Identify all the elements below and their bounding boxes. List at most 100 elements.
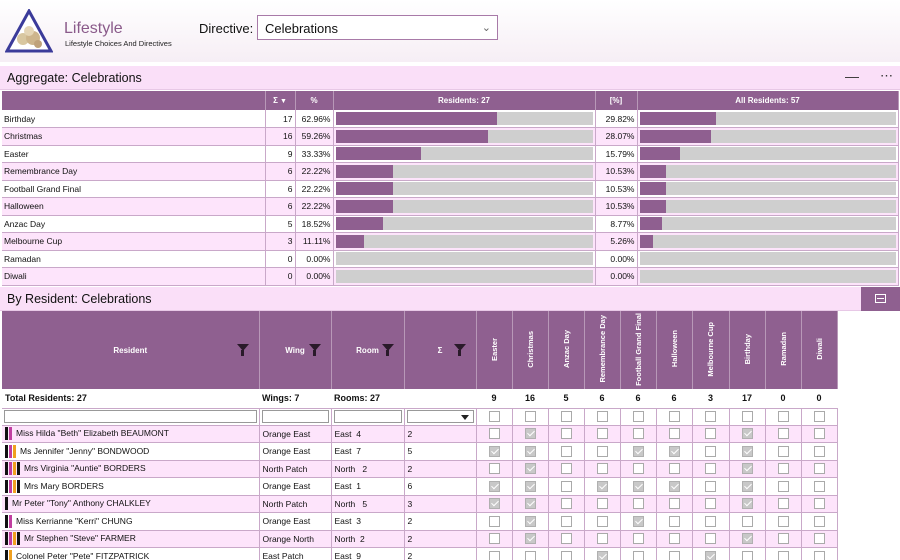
celebration-checkbox[interactable] <box>813 445 825 457</box>
resident-row[interactable]: Miss Kerrianne "Kerri" CHUNG Orange East E… <box>2 512 838 531</box>
celebration-checkbox[interactable] <box>668 428 680 440</box>
celebration-checkbox[interactable] <box>705 445 716 457</box>
aggregate-col-sum[interactable]: Σ ▼ <box>265 91 296 110</box>
celebration-checkbox[interactable] <box>668 480 680 492</box>
resident-filter-input[interactable] <box>4 410 257 423</box>
wing-filter-input[interactable] <box>261 410 329 423</box>
resident-row[interactable]: Mrs Virginia "Auntie" BORDERS North Patch… <box>2 460 838 478</box>
celebration-checkbox[interactable] <box>741 480 753 492</box>
celebration-checkbox[interactable] <box>488 533 500 545</box>
celebration-checkbox[interactable] <box>524 550 536 560</box>
celebration-checkbox[interactable] <box>705 463 716 475</box>
resident-row[interactable]: Mr Stephen "Steve" FARMER Orange North Nor… <box>2 530 838 548</box>
celebration-checkbox[interactable] <box>560 515 572 527</box>
celebration-checkbox[interactable] <box>777 463 789 475</box>
col-resident[interactable]: Resident <box>2 311 260 389</box>
celebration-checkbox[interactable] <box>596 550 608 560</box>
celebration-filter-checkbox[interactable] <box>560 411 572 422</box>
celebration-checkbox[interactable] <box>777 515 789 527</box>
celebration-checkbox[interactable] <box>668 498 680 510</box>
col-room[interactable]: Room <box>331 311 405 389</box>
filter-icon[interactable] <box>381 344 394 356</box>
celebration-checkbox[interactable] <box>632 533 644 545</box>
celebration-checkbox[interactable] <box>560 445 572 457</box>
aggregate-row[interactable]: Birthday 17 62.96% 29.82% <box>2 110 899 128</box>
more-options-icon[interactable]: ⋯ <box>880 68 894 83</box>
celebration-checkbox[interactable] <box>813 498 825 510</box>
celebration-checkbox[interactable] <box>488 428 500 440</box>
col-celebration[interactable]: Halloween <box>656 311 693 389</box>
celebration-checkbox[interactable] <box>560 428 572 440</box>
celebration-filter-checkbox[interactable] <box>524 411 536 422</box>
resident-row[interactable]: Miss Hilda "Beth" Elizabeth BEAUMONT Oran… <box>2 425 838 443</box>
aggregate-col-all-residents[interactable]: All Residents: 57 <box>637 91 899 110</box>
aggregate-col-pct[interactable]: % <box>295 91 334 110</box>
celebration-checkbox[interactable] <box>741 428 753 440</box>
celebration-checkbox[interactable] <box>560 463 572 475</box>
sort-down-icon[interactable]: ▼ <box>279 98 287 105</box>
minimize-icon[interactable]: — <box>845 68 859 84</box>
filter-icon[interactable] <box>453 344 466 356</box>
celebration-checkbox[interactable] <box>632 445 644 457</box>
celebration-checkbox[interactable] <box>813 463 825 475</box>
celebration-checkbox[interactable] <box>524 480 536 492</box>
celebration-checkbox[interactable] <box>668 515 680 527</box>
col-sum[interactable]: Σ <box>404 311 477 389</box>
celebration-checkbox[interactable] <box>524 428 536 440</box>
celebration-checkbox[interactable] <box>524 463 536 475</box>
celebration-checkbox[interactable] <box>632 428 644 440</box>
celebration-checkbox[interactable] <box>741 515 753 527</box>
celebration-checkbox[interactable] <box>560 550 572 560</box>
celebration-checkbox[interactable] <box>741 445 753 457</box>
aggregate-row[interactable]: Remembrance Day 6 22.22% 10.53% <box>2 162 899 181</box>
celebration-checkbox[interactable] <box>813 480 825 492</box>
celebration-checkbox[interactable] <box>668 463 680 475</box>
celebration-checkbox[interactable] <box>741 533 753 545</box>
col-celebration[interactable]: Ramadan <box>765 311 802 389</box>
celebration-checkbox[interactable] <box>560 480 572 492</box>
celebration-filter-checkbox[interactable] <box>668 411 680 422</box>
celebration-checkbox[interactable] <box>777 428 789 440</box>
aggregate-row[interactable]: Diwali 0 0.00% 0.00% <box>2 267 899 286</box>
celebration-filter-checkbox[interactable] <box>488 411 500 422</box>
celebration-checkbox[interactable] <box>596 445 608 457</box>
celebration-filter-checkbox[interactable] <box>777 411 789 422</box>
celebration-filter-checkbox[interactable] <box>632 411 644 422</box>
celebration-filter-checkbox[interactable] <box>705 411 716 422</box>
aggregate-row[interactable]: Football Grand Final 6 22.22% 10.53% <box>2 180 899 198</box>
aggregate-col-pct2[interactable]: [%] <box>595 91 638 110</box>
col-celebration[interactable]: Easter <box>476 311 513 389</box>
sum-filter-dropdown[interactable] <box>406 410 474 423</box>
celebration-checkbox[interactable] <box>668 550 680 560</box>
celebration-checkbox[interactable] <box>705 550 716 560</box>
aggregate-row[interactable]: Anzac Day 5 18.52% 8.77% <box>2 215 899 233</box>
celebration-checkbox[interactable] <box>741 498 753 510</box>
celebration-checkbox[interactable] <box>632 463 644 475</box>
celebration-checkbox[interactable] <box>560 498 572 510</box>
celebration-checkbox[interactable] <box>596 533 608 545</box>
resident-row[interactable]: Mr Peter "Tony" Anthony CHALKLEY North Pa… <box>2 495 838 513</box>
celebration-checkbox[interactable] <box>596 498 608 510</box>
celebration-checkbox[interactable] <box>596 480 608 492</box>
aggregate-col-residents[interactable]: Residents: 27 <box>333 91 596 110</box>
celebration-filter-checkbox[interactable] <box>596 411 608 422</box>
celebration-checkbox[interactable] <box>632 550 644 560</box>
celebration-checkbox[interactable] <box>632 498 644 510</box>
col-celebration[interactable]: Football Grand Final <box>620 311 657 389</box>
col-celebration[interactable]: Anzac Day <box>548 311 585 389</box>
room-filter-input[interactable] <box>333 410 402 423</box>
celebration-checkbox[interactable] <box>777 498 789 510</box>
celebration-checkbox[interactable] <box>741 463 753 475</box>
celebration-checkbox[interactable] <box>560 533 572 545</box>
celebration-checkbox[interactable] <box>488 515 500 527</box>
celebration-checkbox[interactable] <box>705 498 716 510</box>
aggregate-row[interactable]: Christmas 16 59.26% 28.07% <box>2 127 899 146</box>
celebration-checkbox[interactable] <box>596 515 608 527</box>
col-celebration[interactable]: Diwali <box>801 311 838 389</box>
celebration-checkbox[interactable] <box>813 550 825 560</box>
aggregate-row[interactable]: Halloween 6 22.22% 10.53% <box>2 197 899 216</box>
filter-icon[interactable] <box>308 344 321 356</box>
panel-toggle-button[interactable] <box>861 287 900 311</box>
col-celebration[interactable]: Birthday <box>729 311 766 389</box>
celebration-checkbox[interactable] <box>524 445 536 457</box>
